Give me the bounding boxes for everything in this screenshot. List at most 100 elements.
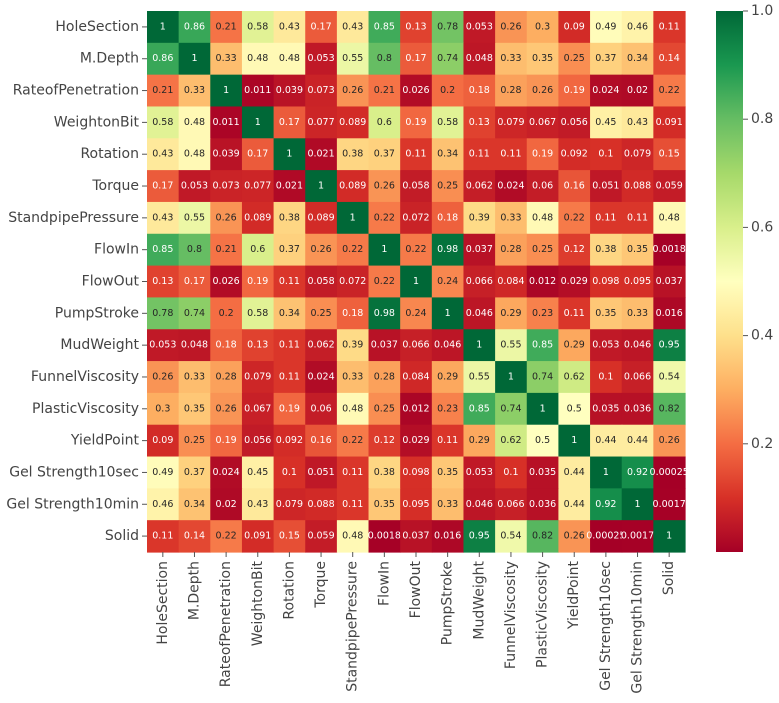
heatmap-cell xyxy=(526,233,560,267)
heatmap-cell xyxy=(621,11,654,44)
heatmap-cell xyxy=(653,138,686,171)
cell-value-label: 0.11 xyxy=(627,212,648,223)
heatmap-cell xyxy=(558,42,591,76)
cell-value-label: 0.44 xyxy=(595,435,616,446)
heatmap-cell xyxy=(147,424,180,458)
heatmap-cell xyxy=(431,361,465,394)
heatmap-cell xyxy=(147,11,180,44)
cell-value-label: 0.46 xyxy=(152,499,173,510)
heatmap-cell xyxy=(621,520,654,553)
cell-value-label: 0.38 xyxy=(342,149,363,160)
cell-value-label: 0.037 xyxy=(466,244,493,255)
cell-value-label: 0.26 xyxy=(152,371,173,382)
heatmap-cell xyxy=(590,42,623,76)
y-tick-label-gel-strength10min: Gel Strength10min xyxy=(6,496,139,512)
heatmap-cell xyxy=(147,520,180,553)
heatmap-cell xyxy=(590,138,623,171)
heatmap-cell xyxy=(336,11,370,44)
heatmap-cell xyxy=(590,201,623,235)
cell-value-label: 0.021 xyxy=(307,149,334,160)
cell-value-label: 1 xyxy=(286,149,292,160)
cell-value-label: 0.48 xyxy=(342,531,363,542)
heatmap-cell xyxy=(400,11,433,44)
heatmap-cell xyxy=(590,233,623,267)
cell-value-label: 0.5 xyxy=(567,403,582,414)
heatmap-cell xyxy=(558,201,591,235)
cell-value-label: 0.45 xyxy=(595,117,616,128)
heatmap-cell xyxy=(368,201,401,235)
heatmap-cell xyxy=(178,170,211,203)
heatmap-cell xyxy=(178,424,211,458)
heatmap-cell xyxy=(621,74,654,108)
heatmap-cell xyxy=(241,488,275,521)
cell-value-label: 0.058 xyxy=(402,181,429,192)
cell-value-label: 0.06 xyxy=(532,181,553,192)
heatmap-cell xyxy=(241,138,275,171)
cell-value-label: 0.053 xyxy=(466,21,493,32)
cell-value-label: 0.14 xyxy=(184,531,205,542)
cell-value-label: 0.26 xyxy=(374,181,395,192)
cell-value-label: 0.23 xyxy=(532,308,553,319)
cell-value-label: 0.11 xyxy=(500,149,521,160)
cell-value-label: 0.21 xyxy=(216,244,237,255)
heatmap-cell xyxy=(147,329,180,362)
heatmap-cell xyxy=(305,106,338,139)
x-tick-label-mudweight: MudWeight xyxy=(471,561,487,640)
heatmap-cell xyxy=(463,138,496,171)
y-tick-label-pumpstroke: PumpStroke xyxy=(55,305,139,321)
cell-value-label: 0.86 xyxy=(152,53,173,64)
heatmap-cell xyxy=(653,520,686,553)
cell-value-label: 0.17 xyxy=(152,181,173,192)
heatmap-cell xyxy=(273,424,306,458)
cell-value-label: 0.38 xyxy=(279,212,300,223)
heatmap-cell xyxy=(590,297,623,330)
heatmap-cell xyxy=(273,170,306,203)
cell-value-label: 0.55 xyxy=(500,340,521,351)
heatmap-cell xyxy=(431,392,465,426)
cell-value-label: 0.15 xyxy=(279,531,300,542)
cell-value-label: 0.037 xyxy=(402,531,429,542)
cell-value-label: 0.74 xyxy=(500,403,521,414)
cell-value-label: 1 xyxy=(350,212,356,223)
heatmap-cell xyxy=(653,106,686,139)
cell-value-label: 0.088 xyxy=(307,499,334,510)
heatmap-cell xyxy=(526,74,560,108)
heatmap-cell xyxy=(273,488,306,521)
cell-value-label: 0.026 xyxy=(213,276,240,287)
x-tick-label-gel-strength10sec: Gel Strength10sec xyxy=(598,561,614,691)
cell-value-label: 0.18 xyxy=(342,308,363,319)
cell-value-label: 0.053 xyxy=(181,181,208,192)
heatmap-cell xyxy=(495,138,528,171)
y-tick-label-flowout: FlowOut xyxy=(82,274,140,290)
heatmap-cell xyxy=(400,138,433,171)
heatmap-cell xyxy=(621,329,654,362)
cell-value-label: 0.062 xyxy=(307,340,334,351)
cell-value-label: 0.8 xyxy=(377,53,392,64)
heatmap-cell xyxy=(526,329,560,362)
heatmap-cell xyxy=(558,297,591,330)
heatmap-cell xyxy=(590,392,623,426)
heatmap-cell xyxy=(590,456,623,489)
heatmap-cell xyxy=(368,520,401,553)
heatmap-cell xyxy=(495,424,528,458)
colorbar: 0.2 0.4 0.6 0.8 1.0 xyxy=(716,3,773,552)
cell-value-label: 0.34 xyxy=(627,53,648,64)
heatmap-cell xyxy=(590,74,623,108)
heatmap-cell xyxy=(495,233,528,267)
cell-value-label: 0.95 xyxy=(659,340,680,351)
heatmap-cell xyxy=(590,106,623,139)
cell-value-label: 0.11 xyxy=(279,276,300,287)
cell-value-label: 0.012 xyxy=(402,403,429,414)
heatmap-cell xyxy=(653,297,686,330)
cell-value-label: 0.039 xyxy=(213,149,240,160)
heatmap-cell xyxy=(178,361,211,394)
cell-value-label: 0.19 xyxy=(564,85,585,96)
heatmap-cell xyxy=(147,201,180,235)
heatmap-cell xyxy=(526,392,560,426)
cell-value-label: 0.45 xyxy=(247,467,268,478)
cell-value-label: 0.98 xyxy=(437,244,458,255)
heatmap-cell xyxy=(400,488,433,521)
cell-value-label: 0.037 xyxy=(371,340,398,351)
cell-value-label: 0.3 xyxy=(535,21,550,32)
